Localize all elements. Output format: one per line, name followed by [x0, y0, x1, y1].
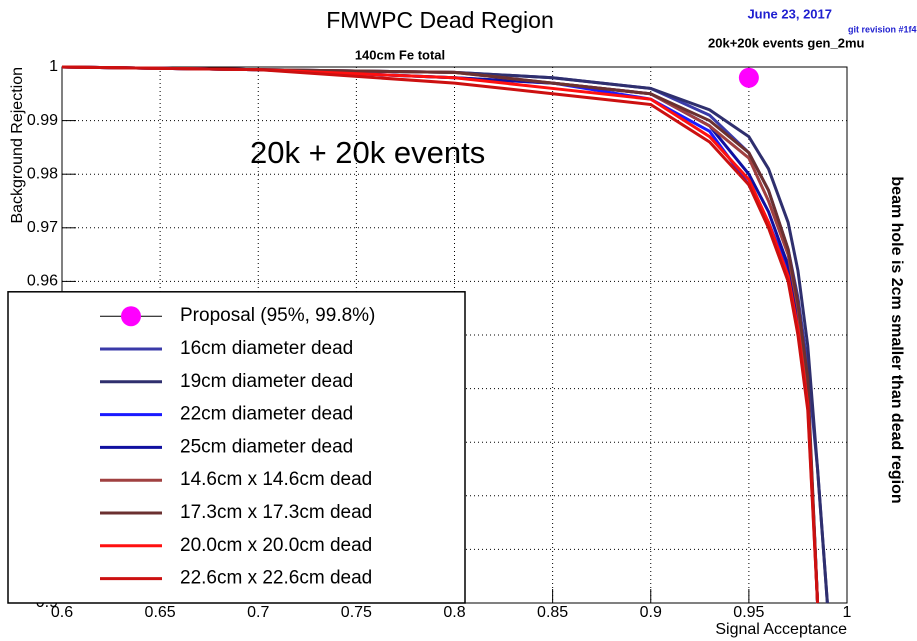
- x-tick-label: 0.9: [640, 604, 662, 621]
- legend-label: 25cm diameter dead: [180, 436, 353, 457]
- chart-subtitle: 140cm Fe total: [355, 47, 445, 62]
- x-tick-label: 0.8: [443, 604, 465, 621]
- revision: git revision #1f47: [848, 24, 917, 34]
- legend-label: 20.0cm x 20.0cm dead: [180, 535, 372, 556]
- legend-label: 22.6cm x 22.6cm dead: [180, 568, 372, 589]
- side-note: beam hole is 2cm smaller than dead regio…: [888, 176, 905, 503]
- y-axis-label: Background Rejection: [9, 67, 26, 224]
- date: June 23, 2017: [747, 6, 832, 21]
- legend-label: 19cm diameter dead: [180, 371, 353, 392]
- y-tick-label: 0.98: [27, 165, 58, 182]
- legend-marker: [121, 306, 141, 327]
- x-tick-label: 0.7: [247, 604, 269, 621]
- legend-label: 17.3cm x 17.3cm dead: [180, 502, 372, 523]
- y-tick-label: 1: [49, 58, 58, 75]
- y-tick-label: 0.99: [27, 112, 58, 129]
- y-tick-label: 0.96: [27, 273, 58, 290]
- x-tick-label: 0.75: [341, 604, 372, 621]
- x-tick-label: 0.85: [537, 604, 568, 621]
- annotation: 20k + 20k events: [250, 135, 485, 170]
- chart-title: FMWPC Dead Region: [326, 7, 554, 33]
- series-line: [61, 65, 820, 604]
- x-tick-label: 1: [843, 604, 852, 621]
- legend-label: 16cm diameter dead: [180, 338, 353, 359]
- legend-label: 14.6cm x 14.6cm dead: [180, 469, 372, 490]
- y-tick-label: 0.97: [27, 219, 58, 236]
- proposal-point: [738, 67, 759, 88]
- series-line: [61, 65, 820, 604]
- legend-label: 22cm diameter dead: [180, 404, 353, 425]
- x-tick-label: 0.95: [733, 604, 764, 621]
- legend-box: [7, 291, 466, 604]
- x-axis-label: Signal Acceptance: [715, 621, 847, 638]
- x-tick-label: 0.6: [51, 604, 73, 621]
- legend: Proposal (95%, 99.8%) 16cm diameter dead 1…: [7, 291, 466, 604]
- legend-label: Proposal (95%, 99.8%): [180, 305, 375, 326]
- x-tick-label: 0.65: [145, 604, 176, 621]
- events-note: 20k+20k events gen_2mu: [708, 35, 865, 50]
